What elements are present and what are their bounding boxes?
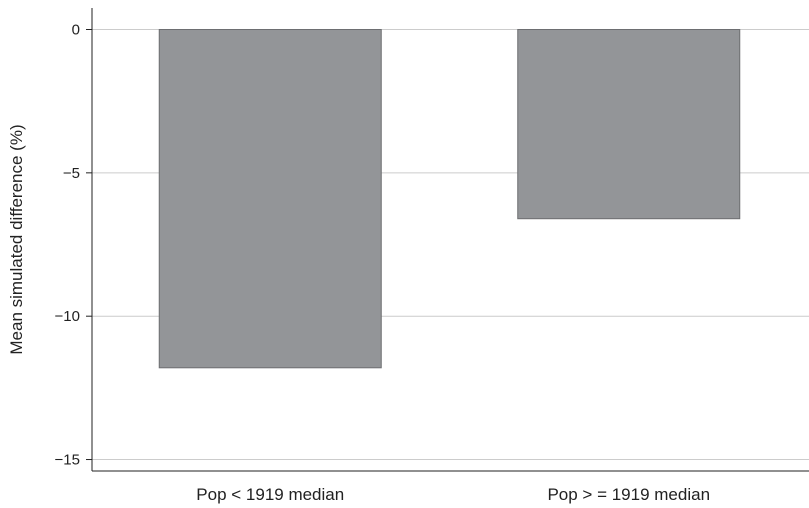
x-category-label: Pop > = 1919 median <box>547 485 710 504</box>
y-tick-label: −15 <box>55 452 80 469</box>
bar <box>158 29 382 369</box>
bars <box>158 29 741 369</box>
axes <box>91 8 809 472</box>
x-category-labels: Pop < 1919 median Pop > = 1919 median <box>196 485 710 504</box>
x-category-label: Pop < 1919 median <box>196 485 344 504</box>
y-ticks: 0 −5 −10 −15 <box>55 22 92 469</box>
y-tick-label: −5 <box>63 165 80 182</box>
y-axis-title: Mean simulated difference (%) <box>7 124 26 354</box>
y-tick-label: −10 <box>55 308 80 325</box>
y-tick-label: 0 <box>72 22 80 39</box>
bar <box>517 29 741 220</box>
